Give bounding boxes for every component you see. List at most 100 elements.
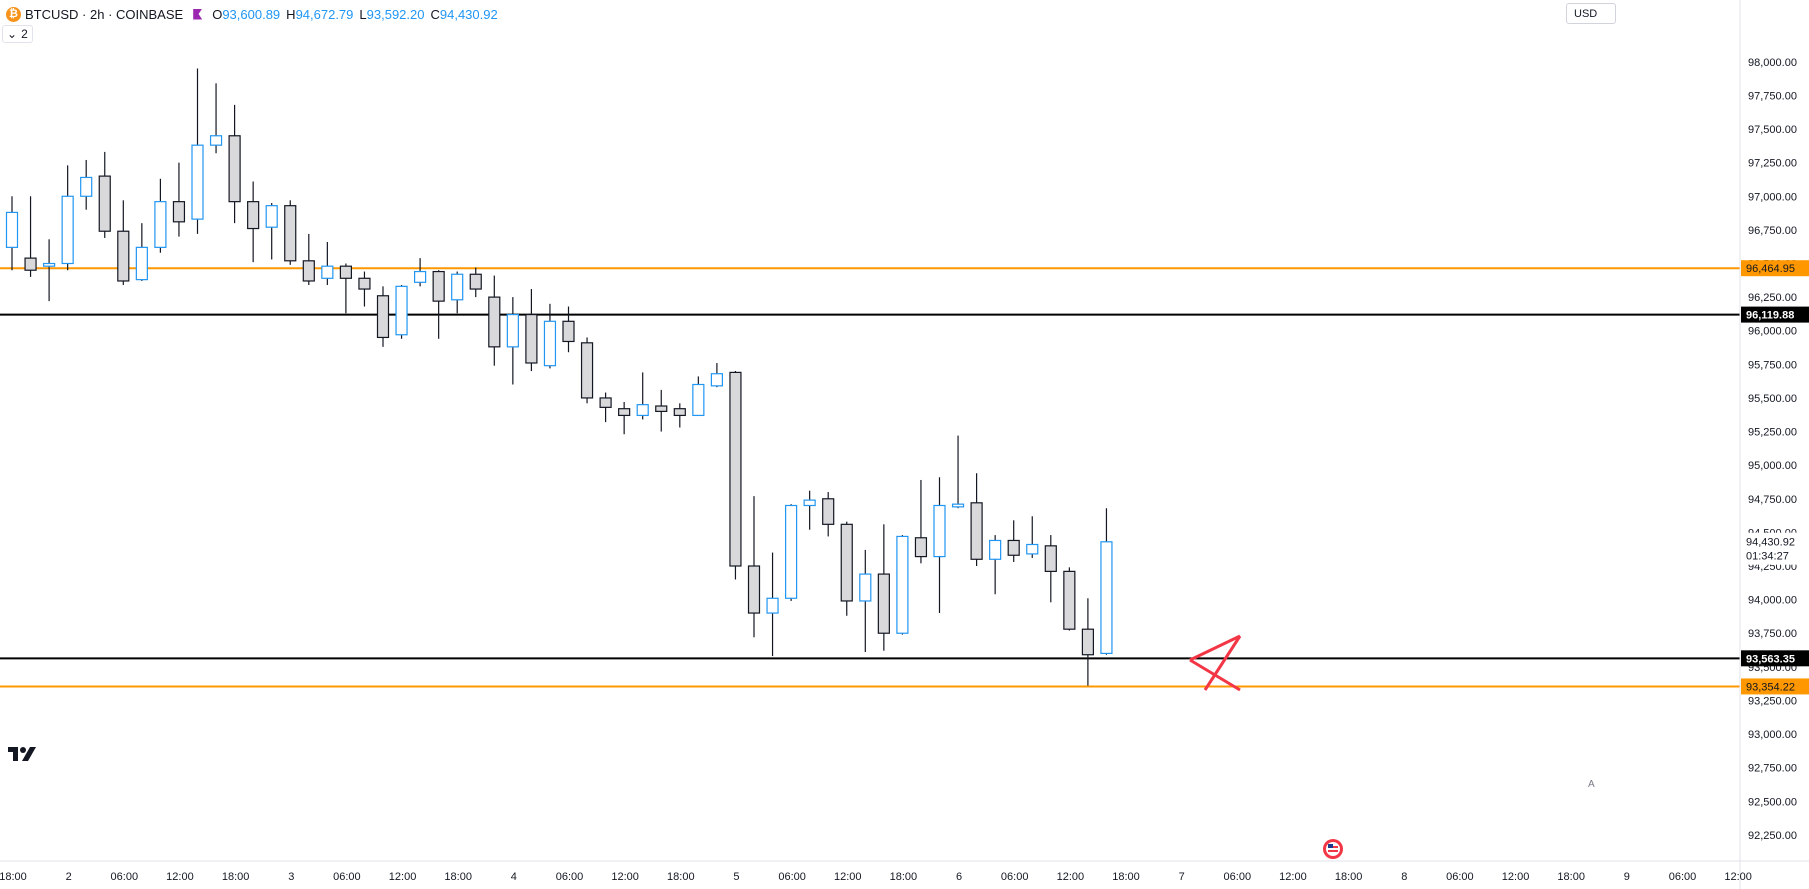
candle-body xyxy=(80,176,93,197)
candle-body xyxy=(24,257,37,271)
time-tick-label: 12:00 xyxy=(1057,871,1085,883)
price-labels: 96,464.95 96,119.88 93,563.35 93,354.22 94,4… xyxy=(1741,260,1809,695)
candle-up xyxy=(1026,516,1039,558)
candle-down xyxy=(747,496,761,638)
candle-down xyxy=(117,200,130,286)
price-tick-label: 95,500.00 xyxy=(1748,393,1797,405)
ohlc-close: C94,430.92 xyxy=(430,6,498,22)
time-tick-label: 06:00 xyxy=(1446,871,1474,883)
price-tick-label: 94,750.00 xyxy=(1748,494,1797,506)
time-tick-label: 18:00 xyxy=(0,871,27,883)
candle-down xyxy=(358,271,371,307)
candle-body xyxy=(784,504,798,599)
price-tick-label: 95,000.00 xyxy=(1748,460,1797,472)
candle-body xyxy=(302,260,315,282)
last-price-tag xyxy=(1741,532,1809,565)
candle-body xyxy=(896,535,909,634)
candle-body xyxy=(61,195,74,265)
candle-body xyxy=(209,135,223,146)
candle-body xyxy=(655,405,668,412)
candle-down xyxy=(914,479,928,564)
candle-up xyxy=(710,362,724,388)
candle-down xyxy=(822,492,835,537)
candle-down xyxy=(284,200,297,265)
candle-body xyxy=(321,265,334,279)
level-price-label: 96,464.95 xyxy=(1746,263,1795,275)
candle-up xyxy=(135,223,148,281)
price-tick-label: 98,000.00 xyxy=(1748,57,1797,69)
candle-down xyxy=(580,337,594,404)
indicators-toggle[interactable]: ⌄ 2 xyxy=(2,25,33,43)
ohlc-open: O93,600.89 xyxy=(212,6,281,22)
time-tick-label: 12:00 xyxy=(1502,871,1530,883)
candle-body xyxy=(580,342,594,399)
candle-down xyxy=(877,524,890,651)
time-tick-label: 12:00 xyxy=(389,871,417,883)
candle-down xyxy=(339,263,352,314)
candle-down xyxy=(228,104,241,224)
candle-down xyxy=(172,162,186,237)
candle-body xyxy=(618,408,631,417)
time-tick-label: 06:00 xyxy=(333,871,361,883)
candle-body xyxy=(525,313,538,364)
bitcoin-icon: ₿ xyxy=(6,6,21,22)
candle-body xyxy=(117,230,130,282)
candle-up xyxy=(784,504,798,601)
candle-up xyxy=(154,178,167,253)
time-tick-label: 3 xyxy=(288,871,294,883)
ohlc-low: L93,592.20 xyxy=(359,6,425,22)
candle-body xyxy=(1044,545,1057,572)
candle-body xyxy=(989,539,1002,560)
level-price-tag xyxy=(1741,650,1809,667)
candle-up xyxy=(42,239,56,302)
time-tick-label: 18:00 xyxy=(1112,871,1140,883)
candle-down xyxy=(302,233,315,286)
candle-body xyxy=(451,273,464,301)
candle-body xyxy=(859,573,872,602)
flag-icon[interactable] xyxy=(193,8,203,20)
price-tick-label: 97,000.00 xyxy=(1748,191,1797,203)
time-tick-label: 12:00 xyxy=(1724,871,1752,883)
candle-body xyxy=(395,285,408,336)
time-tick-label: 7 xyxy=(1179,871,1185,883)
auto-scale-button[interactable]: A xyxy=(1588,779,1595,790)
candle-body xyxy=(154,201,167,248)
candle-body xyxy=(469,273,482,290)
candle-body xyxy=(247,201,260,230)
candle-body xyxy=(172,201,186,223)
time-tick-label: 9 xyxy=(1624,871,1630,883)
price-tick-label: 94,000.00 xyxy=(1748,595,1797,607)
chevron-down-icon: ⌄ xyxy=(7,27,18,41)
candle-up xyxy=(80,159,93,210)
candle-up xyxy=(896,535,909,635)
time-tick-label: 06:00 xyxy=(1001,871,1029,883)
candle-body xyxy=(562,320,575,343)
candle-body xyxy=(673,408,686,417)
tradingview-logo[interactable] xyxy=(6,745,40,763)
level-price-label: 96,119.88 xyxy=(1746,310,1794,322)
time-tick-label: 6 xyxy=(956,871,962,883)
candle-up xyxy=(766,552,779,657)
candle-body xyxy=(5,211,19,248)
candle-down xyxy=(1007,520,1020,562)
candle-down xyxy=(98,151,111,238)
ohlc-high: H94,672.79 xyxy=(286,6,354,22)
candle-down xyxy=(562,306,575,353)
price-tick-label: 92,250.00 xyxy=(1748,830,1797,842)
candle-up xyxy=(803,490,816,530)
symbol-legend[interactable]: ₿ BTCUSD · 2h · COINBASE O93,600.89 H94,… xyxy=(6,4,504,24)
currency-button[interactable]: USD xyxy=(1566,3,1616,24)
price-tick-label: 96,250.00 xyxy=(1748,292,1797,304)
candle-body xyxy=(284,205,297,262)
symbol-title[interactable]: BTCUSD · 2h · COINBASE xyxy=(25,6,184,22)
last-price-label: 94,430.92 xyxy=(1746,537,1795,549)
candle-up xyxy=(692,376,705,417)
cross-mark-drawing[interactable] xyxy=(1189,634,1242,692)
price-tick-label: 93,750.00 xyxy=(1748,628,1797,640)
price-tick-label: 93,000.00 xyxy=(1748,729,1797,741)
economic-event-icon[interactable] xyxy=(1323,839,1343,859)
price-tick-label: 96,000.00 xyxy=(1748,326,1797,338)
time-tick-label: 18:00 xyxy=(890,871,918,883)
candle-body xyxy=(729,371,742,567)
